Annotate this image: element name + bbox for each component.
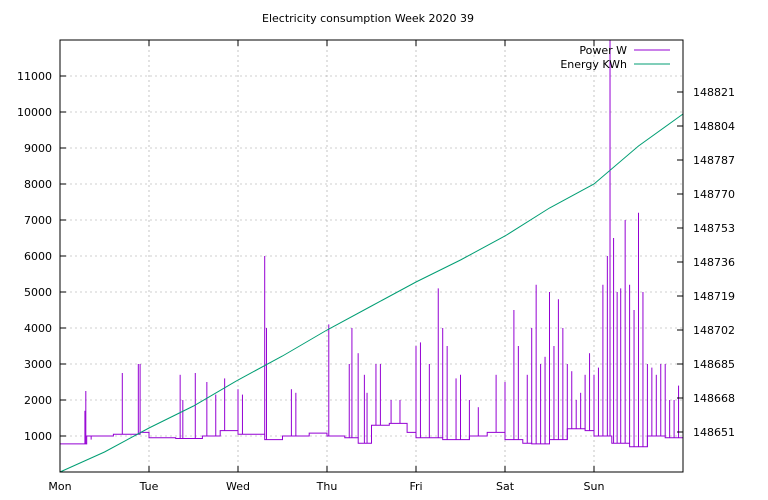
- chart-title: Electricity consumption Week 2020 39: [262, 12, 474, 25]
- x-tick-label: Fri: [409, 480, 422, 493]
- y2-tick-label: 148668: [693, 392, 735, 405]
- y-tick-label: 8000: [24, 178, 52, 191]
- plot-area: [59, 40, 684, 473]
- x-tick-label: Thu: [316, 480, 338, 493]
- y2-tick-label: 148787: [693, 154, 735, 167]
- y2-tick-label: 148719: [693, 290, 735, 303]
- y-tick-label: 6000: [24, 250, 52, 263]
- y2-tick-label: 148685: [693, 358, 735, 371]
- y-tick-label: 10000: [17, 106, 52, 119]
- y-tick-label: 5000: [24, 286, 52, 299]
- x-tick-label: Sun: [584, 480, 605, 493]
- y-tick-label: 1000: [24, 430, 52, 443]
- x-tick-label: Sat: [496, 480, 515, 493]
- x-tick-label: Wed: [226, 480, 250, 493]
- y2-tick-label: 148736: [693, 256, 735, 269]
- y2-tick-label: 148753: [693, 222, 735, 235]
- y-tick-label: 9000: [24, 142, 52, 155]
- y2-tick-label: 148804: [693, 120, 735, 133]
- y2-tick-label: 148770: [693, 188, 735, 201]
- y2-tick-label: 148651: [693, 426, 735, 439]
- axes: Mon Tue Wed Thu Fri Sat Sun 1000 2000 3000 4000 500…: [17, 40, 735, 493]
- x-tick-label: Mon: [48, 480, 71, 493]
- y-tick-label: 7000: [24, 214, 52, 227]
- y-tick-label: 2000: [24, 394, 52, 407]
- y-tick-label: 3000: [24, 358, 52, 371]
- y2-tick-label: 148821: [693, 86, 735, 99]
- legend-label-energy: Energy KWh: [560, 58, 627, 71]
- y-tick-label: 11000: [17, 70, 52, 83]
- legend-label-power: Power W: [579, 44, 627, 57]
- y-tick-label: 4000: [24, 322, 52, 335]
- series-energy-line: [59, 113, 684, 473]
- x-tick-label: Tue: [139, 480, 159, 493]
- y2-tick-label: 148702: [693, 324, 735, 337]
